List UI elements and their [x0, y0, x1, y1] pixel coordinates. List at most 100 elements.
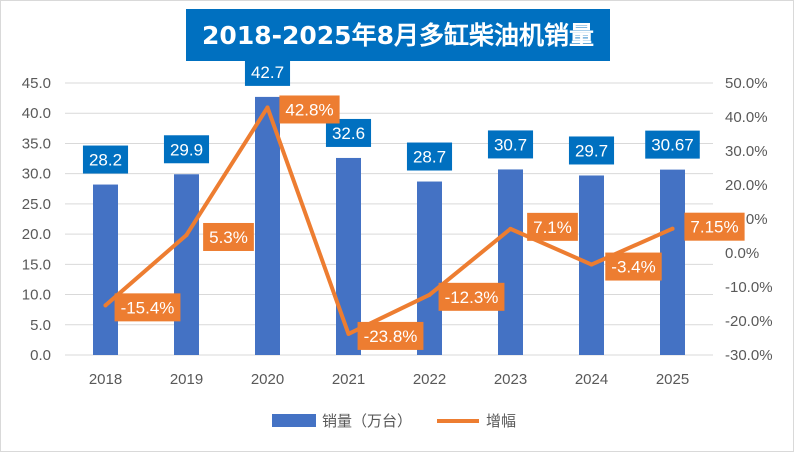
bar-value-label-box: [163, 135, 210, 164]
growth-label-text: 7.15%: [690, 218, 738, 237]
y-right-tick-label: 0.0%: [725, 245, 759, 262]
line-point: [265, 105, 270, 110]
y-right-tick-label: 30.0%: [725, 143, 768, 160]
bar-value-label-text: 28.2: [89, 151, 122, 170]
bar-value-label: 42.7: [244, 57, 291, 86]
x-tick-label: 2018: [89, 371, 122, 388]
growth-label-box: [438, 282, 505, 311]
growth-label-text: -12.3%: [445, 288, 499, 307]
bar-value-label-box: [487, 130, 534, 159]
y-right-tick-label: -30.0%: [725, 347, 773, 364]
chart-title: 2018-2025年8月多缸柴油机销量: [202, 21, 594, 50]
growth-label-box: [605, 252, 662, 281]
growth-label-box: [114, 293, 181, 322]
bar-value-label-box: [325, 118, 372, 147]
bar-value-label-box: [645, 130, 700, 159]
legend: 销量（万台） 增幅: [272, 412, 516, 430]
y-right-tick-label: 20.0%: [725, 177, 768, 194]
bar-value-label-text: 29.9: [170, 140, 203, 159]
growth-label-text: -3.4%: [611, 258, 655, 277]
legend-bar-label: 销量（万台）: [322, 412, 412, 430]
bar-value-label-box: [406, 142, 453, 171]
bar: [174, 174, 199, 355]
bar: [255, 96, 280, 355]
y-left-tick-label: 5.0: [30, 317, 51, 334]
bar-value-label: 28.7: [406, 142, 453, 171]
y-right-tick-label: -10.0%: [725, 279, 773, 296]
growth-label: 7.15%: [684, 212, 745, 241]
bar-value-label-text: 29.7: [575, 141, 608, 160]
bar-value-label-text: 42.7: [251, 63, 284, 82]
bar-value-label-text: 30.7: [494, 135, 527, 154]
growth-label: -15.4%: [114, 293, 181, 322]
x-tick-label: 2024: [575, 371, 608, 388]
line-path: [103, 105, 675, 336]
growth-label: 5.3%: [203, 222, 254, 251]
x-tick-label: 2023: [494, 371, 527, 388]
bar-value-label-box: [568, 136, 615, 165]
growth-label-text: -23.8%: [364, 327, 418, 346]
growth-label: -23.8%: [357, 321, 424, 350]
growth-label-box: [357, 321, 424, 350]
y-left-tick-label: 15.0: [22, 256, 51, 273]
line-point: [670, 226, 675, 231]
growth-label-text: 42.8%: [285, 100, 333, 119]
bar: [660, 169, 685, 355]
growth-label-box: [527, 212, 578, 241]
y-left-tick-label: 25.0: [22, 196, 51, 213]
growth-label: 7.1%: [527, 212, 578, 241]
x-tick-label: 2019: [170, 371, 203, 388]
growth-label-text: -15.4%: [121, 298, 175, 317]
bar-value-label-box: [82, 145, 129, 174]
x-tick-label: 2021: [332, 371, 365, 388]
line-series: [103, 105, 675, 336]
axes: 0.0 5.0 10.0 15.0 20.0 25.0 30.0 35.0 40.0 45.0 -3…: [22, 75, 773, 388]
line-point: [184, 232, 189, 237]
growth-label-box: [203, 222, 254, 251]
line-point: [103, 303, 108, 308]
chart-title-background: [186, 9, 610, 61]
line-point: [589, 262, 594, 267]
bar: [93, 184, 118, 355]
data-labels: 28.2 29.9 42.7 32.6 28.7 30.7 29.7 30.67 -15.4% 5…: [82, 57, 745, 350]
growth-label-text: 5.3%: [209, 228, 248, 247]
y-left-tick-label: 35.0: [22, 135, 51, 152]
line-point: [346, 331, 351, 336]
bar-series: [93, 96, 685, 355]
line-point: [427, 292, 432, 297]
x-tick-label: 2022: [413, 371, 446, 388]
x-tick-label: 2025: [656, 371, 689, 388]
growth-label-text: 7.1%: [533, 218, 572, 237]
bar-value-label: 30.7: [487, 130, 534, 159]
bar-value-label: 29.9: [163, 135, 210, 164]
bar-value-label: 30.67: [645, 130, 700, 159]
bar-value-label: 32.6: [325, 118, 372, 147]
bar: [336, 157, 361, 355]
bar-value-label: 29.7: [568, 136, 615, 165]
growth-label: -12.3%: [438, 282, 505, 311]
bar-value-label-box: [244, 57, 291, 86]
growth-label: 42.8%: [279, 95, 340, 124]
legend-line-label: 增幅: [486, 412, 516, 430]
growth-label-box: [279, 95, 340, 124]
y-left-tick-label: 40.0: [22, 105, 51, 122]
y-right-tick-label: 50.0%: [725, 75, 768, 92]
growth-label: -3.4%: [605, 252, 662, 281]
legend-bar-swatch: [272, 414, 316, 427]
bar: [498, 169, 523, 355]
line-point: [508, 226, 513, 231]
bar-value-label: 28.2: [82, 145, 129, 174]
y-left-tick-label: 10.0: [22, 287, 51, 304]
y-right-tick-label: 40.0%: [725, 109, 768, 126]
bar-value-label-text: 28.7: [413, 148, 446, 167]
y-right-tick-label: -20.0%: [725, 313, 773, 330]
x-tick-label: 2020: [251, 371, 284, 388]
bar-value-label-text: 32.6: [332, 124, 365, 143]
y-left-tick-label: 30.0: [22, 166, 51, 183]
y-left-tick-label: 0.0: [30, 347, 51, 364]
y-left-tick-label: 20.0: [22, 226, 51, 243]
bar-value-label-text: 30.67: [651, 136, 694, 155]
growth-label-box: [684, 212, 745, 241]
